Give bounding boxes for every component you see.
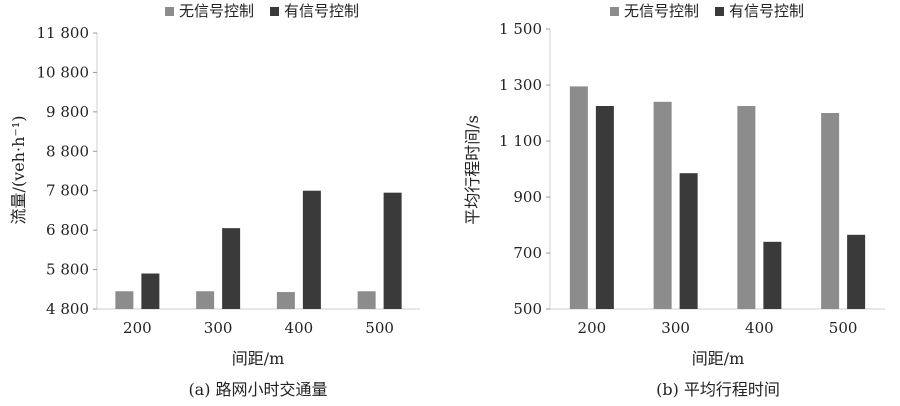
- y-tick-label: 4 800: [46, 300, 89, 318]
- x-tick-label: 500: [829, 319, 858, 337]
- bar-signalized-200: [141, 273, 160, 309]
- y-tick-label: 5 800: [46, 261, 89, 279]
- bar-unsignalized-200: [115, 291, 134, 309]
- bar-signalized-400: [302, 190, 321, 309]
- legend-swatch: [715, 7, 725, 16]
- x-axis-label: 间距/m: [232, 349, 285, 368]
- chart-caption: (b) 平均行程时间: [656, 380, 780, 399]
- chart-b: 平均行程时间/s 间距/m (b) 平均行程时间 500 700 900 1 100 1…: [463, 2, 885, 399]
- x-tick-label: 300: [661, 319, 690, 337]
- y-tick-label: 9 800: [46, 103, 89, 121]
- bar-unsignalized-400: [737, 106, 756, 309]
- x-axis-label: 间距/m: [692, 349, 745, 368]
- bar-unsignalized-300: [196, 291, 215, 309]
- y-tick-label: 700: [513, 244, 542, 262]
- bar-unsignalized-500: [357, 291, 376, 309]
- legend-entry: 无信号控制: [179, 2, 254, 20]
- x-tick-label: 400: [745, 319, 774, 337]
- y-tick-label: 6 800: [46, 221, 89, 239]
- x-tick-label: 300: [204, 319, 233, 337]
- chart-a: 流量/(veh·h⁻¹) 间距/m (a) 路网小时交通量 4 800 5 800…: [9, 2, 420, 399]
- legend-entry: 有信号控制: [729, 2, 804, 20]
- bar-signalized-400: [763, 241, 782, 309]
- y-axis-label: 平均行程时间/s: [463, 115, 482, 225]
- bar-signalized-300: [222, 228, 241, 309]
- y-tick-label: 8 800: [46, 142, 89, 160]
- bar-unsignalized-400: [276, 292, 295, 309]
- x-tick-label: 500: [365, 319, 394, 337]
- bar-signalized-200: [595, 106, 614, 309]
- y-tick-label: 1 100: [499, 132, 542, 150]
- y-axis-label: 流量/(veh·h⁻¹): [9, 116, 28, 225]
- chart-caption: (a) 路网小时交通量: [188, 380, 327, 399]
- legend-swatch: [270, 7, 280, 16]
- x-tick-label: 200: [578, 319, 607, 337]
- legend-entry: 有信号控制: [284, 2, 359, 20]
- legend-entry: 无信号控制: [624, 2, 699, 20]
- y-tick-label: 7 800: [46, 182, 89, 200]
- x-tick-label: 200: [123, 319, 152, 337]
- y-tick-label: 11 800: [37, 24, 90, 42]
- y-tick-label: 900: [513, 188, 542, 206]
- legend-swatch: [165, 7, 174, 16]
- y-tick-label: 500: [513, 300, 542, 318]
- legend-swatch: [610, 7, 619, 16]
- y-tick-label: 1 500: [499, 20, 542, 38]
- bar-signalized-300: [679, 173, 698, 309]
- bar-unsignalized-500: [821, 113, 840, 309]
- bar-unsignalized-200: [569, 86, 588, 310]
- bar-unsignalized-300: [653, 101, 672, 309]
- y-tick-label: 1 300: [499, 76, 542, 94]
- bar-signalized-500: [847, 234, 866, 309]
- x-tick-label: 400: [285, 319, 314, 337]
- y-tick-label: 10 800: [37, 63, 90, 81]
- bar-signalized-500: [383, 192, 402, 309]
